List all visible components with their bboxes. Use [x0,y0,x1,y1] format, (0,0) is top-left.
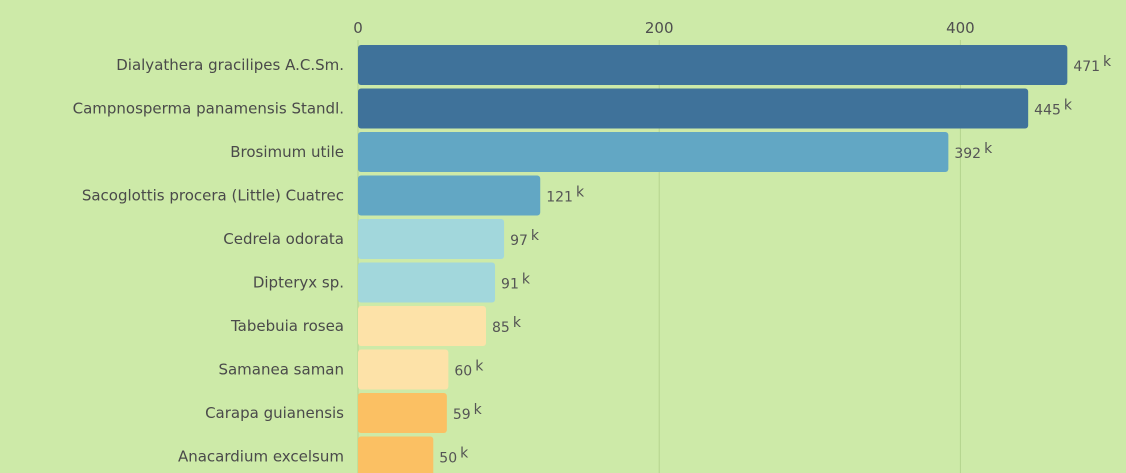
data-label: 91 k [501,272,531,293]
bar [358,306,487,346]
category-labels: Dialyathera gracilipes A.C.Sm. Campnosper… [73,56,345,466]
category-label: Dipteryx sp. [253,274,344,292]
data-label-unit: k [1064,98,1073,114]
bar [358,219,505,259]
data-label-unit: k [474,402,483,418]
data-label-unit: k [460,446,469,462]
category-label: Brosimum utile [230,143,344,161]
data-label: 97 k [510,228,540,249]
data-label: 392 k [954,141,993,162]
bar [358,45,1068,85]
data-label: 471 k [1073,54,1112,75]
data-label-value: 471 [1073,59,1100,75]
data-label-unit: k [984,141,993,157]
data-label-unit: k [522,272,531,288]
data-label-value: 50 [439,451,457,467]
bar [358,88,1029,129]
data-label-unit: k [531,228,540,244]
data-label: 85 k [492,315,522,336]
data-label: 59 k [453,402,483,423]
data-label-unit: k [475,359,484,375]
data-label: 60 k [454,359,484,380]
bar [358,349,449,390]
bar [358,393,447,433]
data-label-value: 97 [510,233,528,249]
x-tick-label: 0 [353,19,363,37]
data-label-value: 392 [954,146,981,162]
data-label-value: 91 [501,277,519,293]
data-label-value: 60 [454,364,472,380]
category-label: Cedrela odorata [223,230,344,248]
category-label: Tabebuia rosea [230,317,344,335]
data-label-unit: k [576,185,585,201]
data-label-unit: k [513,315,522,331]
data-label: 50 k [439,446,469,467]
x-tick-label: 200 [645,19,674,37]
bars [358,45,1068,473]
data-label-unit: k [1103,54,1112,70]
x-axis: 0 200 400 [353,19,974,37]
category-label: Campnosperma panamensis Standl. [73,100,344,118]
category-label: Anacardium excelsum [178,448,344,466]
data-label: 445 k [1034,98,1073,119]
data-label-value: 445 [1034,103,1061,119]
category-label: Samanea saman [218,361,344,379]
x-tick-label: 400 [946,19,975,37]
category-label: Sacoglottis procera (Little) Cuatrec [82,187,344,205]
data-label-value: 121 [546,190,573,206]
bar [358,262,496,303]
bar [358,132,949,172]
data-label: 121 k [546,185,585,206]
bar [358,436,434,473]
category-label: Dialyathera gracilipes A.C.Sm. [116,56,344,74]
bar [358,175,541,216]
category-label: Carapa guianensis [205,404,344,422]
data-label-value: 59 [453,407,471,423]
data-label-value: 85 [492,320,510,336]
